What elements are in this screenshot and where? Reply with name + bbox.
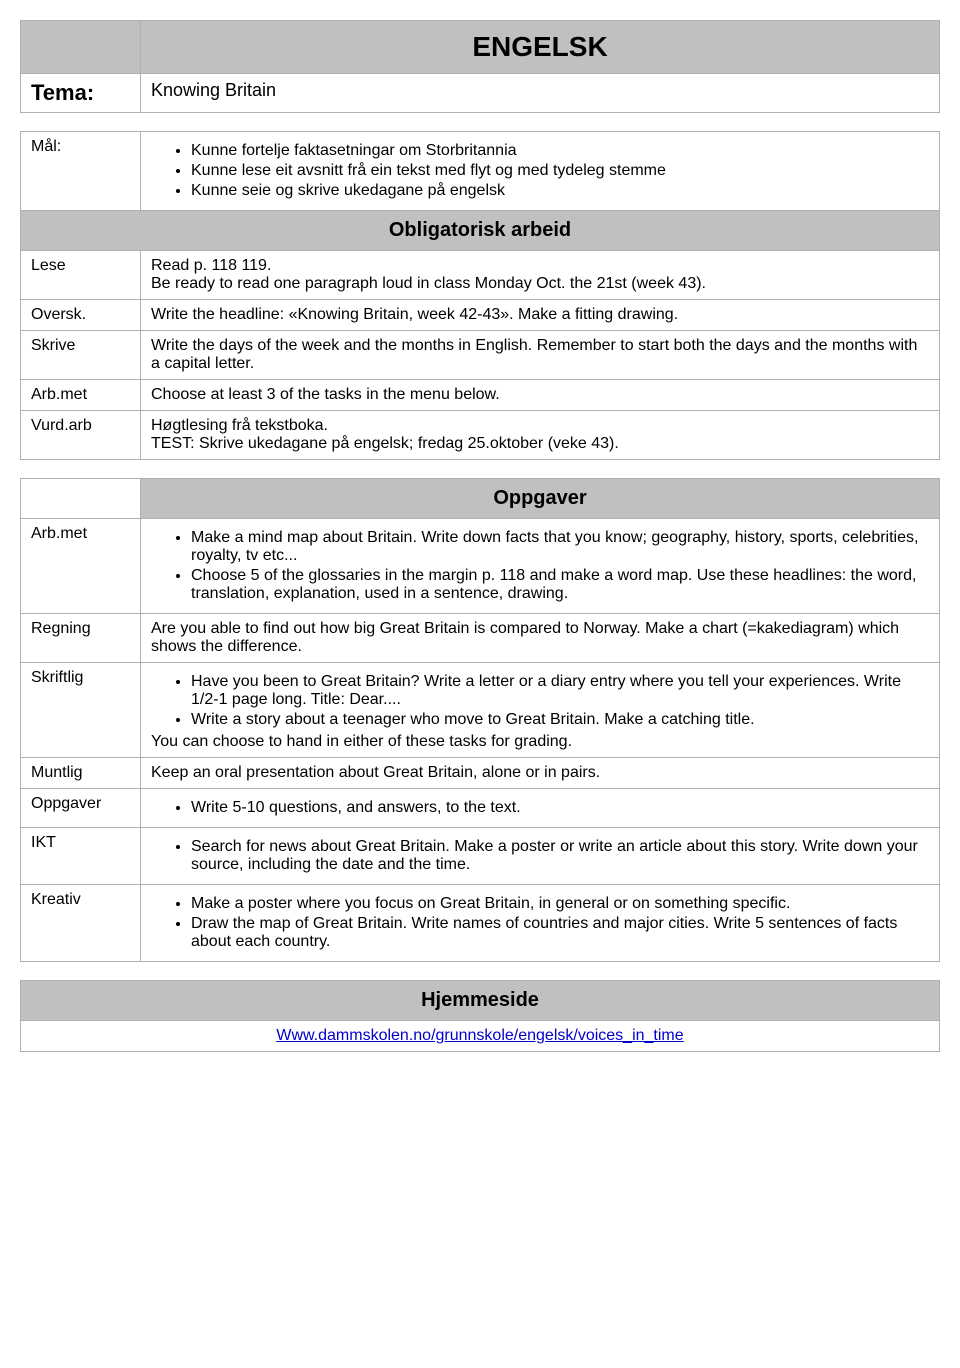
arbmet-text: Choose at least 3 of the tasks in the me… (141, 380, 940, 411)
oversk-text: Write the headline: «Knowing Britain, we… (141, 300, 940, 331)
tema-label: Tema: (21, 74, 141, 113)
skriftlig-item: Have you been to Great Britain? Write a … (191, 673, 929, 709)
hjemmeside-table: Hjemmeside Www.dammskolen.no/grunnskole/… (20, 980, 940, 1052)
ikt-item: Search for news about Great Britain. Mak… (191, 838, 929, 874)
ikt-items: Search for news about Great Britain. Mak… (141, 828, 940, 885)
skrive-text: Write the days of the week and the month… (141, 331, 940, 380)
mal-item: Kunne seie og skrive ukedagane på engels… (191, 182, 929, 200)
mal-item: Kunne lese eit avsnitt frå ein tekst med… (191, 162, 929, 180)
oppgaver-row-label: Oppgaver (21, 789, 141, 828)
opp-arbmet-item: Choose 5 of the glossaries in the margin… (191, 567, 929, 603)
vurdarb-label: Vurd.arb (21, 411, 141, 460)
lese-label: Lese (21, 251, 141, 300)
vurdarb-text: Høgtlesing frå tekstboka. TEST: Skrive u… (141, 411, 940, 460)
header-table: ENGELSK Tema: Knowing Britain (20, 20, 940, 113)
hjemmeside-link-cell: Www.dammskolen.no/grunnskole/engelsk/voi… (21, 1021, 940, 1052)
page-title: ENGELSK (141, 21, 940, 74)
oppgaver-left-empty (21, 479, 141, 519)
lese-text: Read p. 118 119. Be ready to read one pa… (141, 251, 940, 300)
opp-arbmet-label: Arb.met (21, 519, 141, 614)
mal-table: Mål: Kunne fortelje faktasetningar om St… (20, 131, 940, 460)
mal-item: Kunne fortelje faktasetningar om Storbri… (191, 142, 929, 160)
skriftlig-footer: You can choose to hand in either of thes… (151, 733, 929, 751)
skriftlig-item: Write a story about a teenager who move … (191, 711, 929, 729)
opp-arbmet-items: Make a mind map about Britain. Write dow… (141, 519, 940, 614)
hjemmeside-link[interactable]: Www.dammskolen.no/grunnskole/engelsk/voi… (276, 1027, 683, 1044)
kreativ-items: Make a poster where you focus on Great B… (141, 885, 940, 962)
muntlig-label: Muntlig (21, 758, 141, 789)
kreativ-item: Draw the map of Great Britain. Write nam… (191, 915, 929, 951)
mal-label: Mål: (21, 132, 141, 211)
kreativ-label: Kreativ (21, 885, 141, 962)
opp-arbmet-item: Make a mind map about Britain. Write dow… (191, 529, 929, 565)
oppgaver-table: Oppgaver Arb.met Make a mind map about B… (20, 478, 940, 962)
mal-items: Kunne fortelje faktasetningar om Storbri… (141, 132, 940, 211)
hjemmeside-header: Hjemmeside (21, 981, 940, 1021)
skriftlig-label: Skriftlig (21, 663, 141, 758)
regning-label: Regning (21, 614, 141, 663)
oppgaver-header: Oppgaver (141, 479, 940, 519)
kreativ-item: Make a poster where you focus on Great B… (191, 895, 929, 913)
oversk-label: Oversk. (21, 300, 141, 331)
skriftlig-content: Have you been to Great Britain? Write a … (141, 663, 940, 758)
obligatorisk-header: Obligatorisk arbeid (21, 211, 940, 251)
header-left-cell (21, 21, 141, 74)
tema-value: Knowing Britain (141, 74, 940, 113)
regning-text: Are you able to find out how big Great B… (141, 614, 940, 663)
skrive-label: Skrive (21, 331, 141, 380)
arbmet-label: Arb.met (21, 380, 141, 411)
oppgaver-row-items: Write 5-10 questions, and answers, to th… (141, 789, 940, 828)
oppgaver-row-item: Write 5-10 questions, and answers, to th… (191, 799, 929, 817)
muntlig-text: Keep an oral presentation about Great Br… (141, 758, 940, 789)
ikt-label: IKT (21, 828, 141, 885)
